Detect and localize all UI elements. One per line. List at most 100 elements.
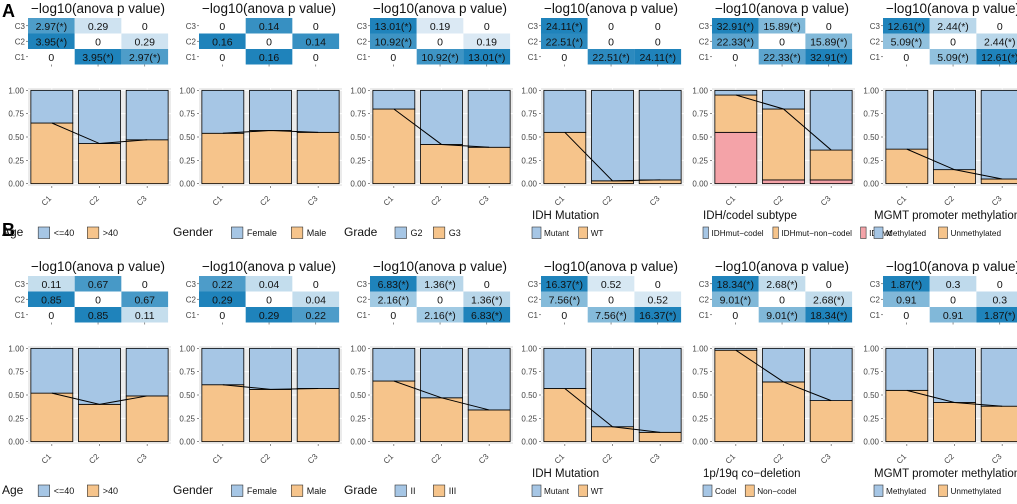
heatmap-cell-label: 0.04 [306,294,327,306]
proportion-trend-line [564,131,661,182]
heatmap-title: −log10(anova p value) [373,1,507,16]
heatmap-cell-label: 0 [48,310,54,322]
heatmap-cell [758,49,806,65]
bar-segment [543,89,587,133]
heatmap-cell-label: 1.36(*) [424,279,456,291]
legend: 1p/19q co−deletion Codel Non−codel [702,468,801,497]
bar-segment [714,349,758,443]
heatmap-cell-label: 0 [484,21,490,33]
bar-y-tick-label: 0.50 [8,133,24,142]
legend-label: Male [307,486,327,496]
bar-x-tick-label: C2 [429,194,443,208]
heatmap-row-label: C2 [870,295,881,304]
heatmap-cell [370,291,417,307]
heatmap-row-label: C1 [699,311,710,320]
bar-y-tick-label: 0.50 [692,133,708,142]
heatmap-row-label: C1 [357,53,368,62]
heatmap-cell [28,276,75,292]
heatmap-cell [463,276,511,292]
bar-segment [296,388,340,443]
heatmap-cell [634,49,682,65]
bar-segment [420,397,463,443]
heatmap-cell-label: 0 [655,21,661,33]
chart-a3: −log10(anova p value) C3 13.01(*) 0.19 0 C2 10… [344,1,513,239]
bar-y-tick-label: 0.00 [350,438,366,447]
heatmap-row-label: C1 [528,311,539,320]
heatmap-cell [245,33,293,49]
heatmap-cell [634,307,682,323]
heatmap-cell-label: 3.95(*) [82,52,114,64]
heatmap-cell [28,291,75,307]
heatmap-cell-label: 13.01(*) [375,21,412,33]
heatmap-cell-label: 0 [655,36,661,48]
heatmap-row-label: C3 [357,22,368,31]
legend-label: Unmethylated [951,229,1002,238]
legend-key [702,226,709,239]
legend-label: II [411,486,416,496]
heatmap-cell [976,18,1017,34]
bar-segment [885,389,929,443]
heatmap-title: −log10(anova p value) [715,1,849,16]
heatmap-cell-label: 0.3 [992,294,1007,306]
legend-label: Non−codel [757,487,797,496]
heatmap-cell-label: 22.51(*) [592,52,629,64]
heatmap-cell [74,307,122,323]
heatmap-cell-label: 15.89(*) [763,21,800,33]
bar-x-tick-label: C1 [211,452,225,466]
bar-y-tick-label: 1.00 [179,344,195,353]
bar-y-tick-label: 0.50 [692,391,708,400]
heatmap-cell-label: 0 [313,52,319,64]
heatmap-cell-label: 7.56(*) [595,310,627,322]
proportion-trend-line [393,108,490,148]
bar-y-tick-label: 0.25 [863,414,879,423]
bar-segment [591,347,634,428]
bar-segment [372,89,416,110]
heatmap-cell [199,18,246,34]
bar-segment [543,131,587,185]
chart-a5: −log10(anova p value) C3 32.91(*) 15.89(*) 0… [692,1,892,239]
heatmap-cell [292,18,340,34]
heatmap-row-label: C1 [699,53,710,62]
heatmap-cell [199,33,246,49]
bar-y-tick-label: 0.25 [350,156,366,165]
heatmap-row-label: C2 [870,37,881,46]
heatmap-cell-label: 0 [608,294,614,306]
legend: Gender Female Male [173,225,326,239]
heatmap-cell [541,18,588,34]
bar-segment [30,89,74,124]
bar-y-tick-label: 0.75 [8,110,24,119]
bar-y-tick-label: 0.75 [863,110,879,119]
heatmap-cell [634,18,682,34]
bar-y-tick-label: 1.00 [350,86,366,95]
bar-segment [933,169,976,185]
bar-y-tick-label: 0.00 [521,180,537,189]
heatmap-row-label: C2 [699,295,710,304]
bar-x-tick-label: C1 [382,194,396,208]
bar-y-tick-label: 0.25 [179,156,195,165]
bar-segment [30,347,74,394]
bar-y-tick-label: 0.00 [692,180,708,189]
heatmap-cell [463,291,511,307]
heatmap-cell-label: 32.91(*) [810,52,847,64]
bar-segment [762,179,805,185]
heatmap-row-label: C3 [699,280,710,289]
heatmap-cell-label: 0.14 [259,21,280,33]
bar-x-tick-label: C3 [477,452,491,466]
bar-segment [933,402,976,443]
heatmap-title: −log10(anova p value) [202,259,336,274]
bar-x-tick-label: C2 [771,194,785,208]
legend-key [290,226,304,239]
bar-y-tick-label: 0.00 [692,438,708,447]
heatmap-cell [805,276,853,292]
bar-y-tick-label: 0.75 [521,368,537,377]
heatmap-cell [929,276,977,292]
heatmap-cell-label: 0 [219,310,225,322]
heatmap-cell-label: 0.91 [896,294,917,306]
bar-segment [980,405,1017,443]
bar-y-tick-label: 1.00 [8,86,24,95]
heatmap-cell [370,307,417,323]
bar-y-tick-label: 0.00 [863,180,879,189]
heatmap-row-label: C3 [699,22,710,31]
bar-y-tick-label: 1.00 [350,344,366,353]
bar-y-tick-label: 0.00 [179,180,195,189]
